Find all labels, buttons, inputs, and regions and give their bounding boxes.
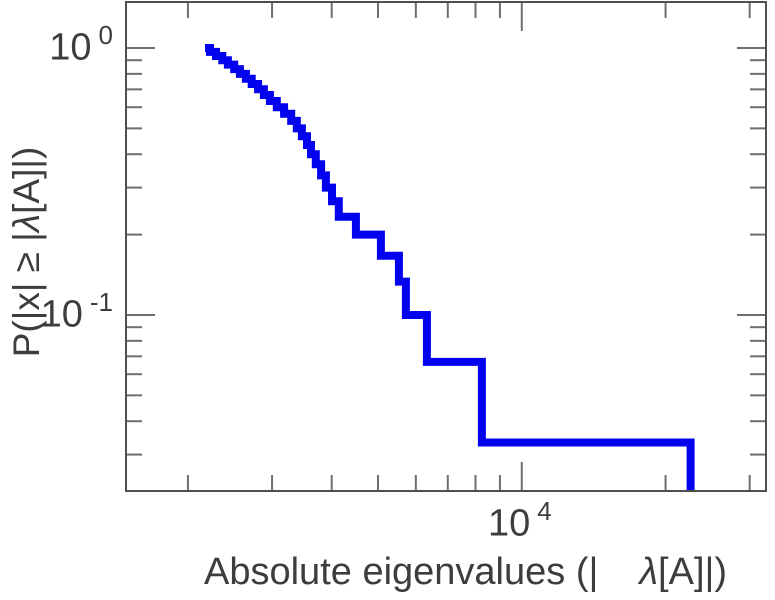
x-tick-base: 10 — [488, 502, 531, 545]
x-axis-label: Absolute eigenvalues (| λ[A]|) — [204, 551, 728, 593]
y-tick-exponent: -1 — [89, 287, 113, 317]
y-axis-label: P(|x| ≥ |λ[A]|) — [6, 146, 47, 358]
ccdf-step-line — [205, 44, 695, 490]
plot-area — [125, 1, 767, 492]
y-tick-base: 10 — [49, 26, 92, 69]
y-tick-exponent: 0 — [98, 20, 113, 50]
lambda-symbol: λ — [639, 551, 659, 593]
x-tick-exponent: 4 — [537, 496, 552, 526]
y-tick-base: 10 — [40, 293, 83, 336]
y-tick-label-1e-1: 10 -1 — [40, 289, 113, 336]
y-tick-label-1e0: 10 0 — [49, 22, 113, 69]
axis-ticks — [127, 3, 765, 490]
plot-svg — [127, 3, 765, 490]
x-tick-label-1e4: 10 4 — [488, 498, 552, 545]
lambda-symbol: λ — [6, 213, 47, 233]
